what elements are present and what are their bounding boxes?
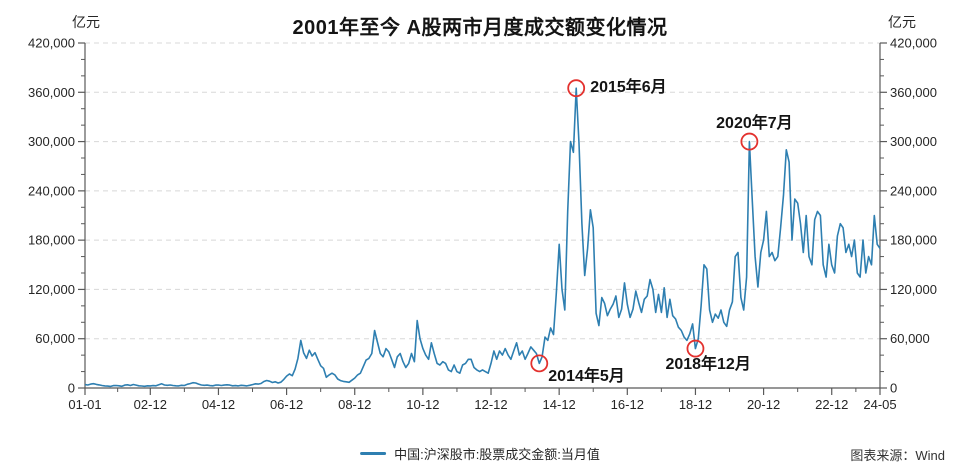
x-axis-tick-label: 16-12 [611, 397, 644, 412]
y-axis-tick-label: 420,000 [890, 36, 937, 51]
annotation-circle [740, 132, 759, 151]
x-axis-tick-label: 08-12 [338, 397, 371, 412]
annotation-circle [567, 79, 586, 98]
x-axis-tick-label: 22-12 [815, 397, 848, 412]
legend-label: 中国:沪深股市:股票成交金额:当月值 [394, 447, 600, 462]
chart-title: 2001年至今 A股两市月度成交额变化情况 [292, 17, 668, 39]
y-axis-tick-label: 300,000 [890, 134, 937, 149]
y-axis-tick-label: 240,000 [890, 183, 937, 198]
y-axis-tick-label: 420,000 [28, 36, 75, 51]
y-axis-tick-label: 120,000 [28, 282, 75, 297]
x-axis-tick-label: 20-12 [747, 397, 780, 412]
x-axis-tick-label: 18-12 [679, 397, 712, 412]
source-credit: 图表来源：Wind [850, 448, 945, 463]
y-axis-tick-label: 0 [68, 381, 75, 396]
annotation-circle [686, 339, 705, 358]
y-axis-tick-label: 360,000 [890, 85, 937, 100]
legend: 中国:沪深股市:股票成交金额:当月值 [360, 444, 600, 463]
y-axis-tick-label: 360,000 [28, 85, 75, 100]
y-axis-unit-right: 亿元 [888, 14, 916, 30]
y-axis-tick-label: 120,000 [890, 282, 937, 297]
x-axis-tick-label: 14-12 [543, 397, 576, 412]
x-axis-tick-label: 06-12 [270, 397, 303, 412]
annotation-circle [530, 354, 549, 373]
y-axis-unit-left: 亿元 [72, 14, 100, 30]
y-axis-tick-label: 60,000 [35, 331, 75, 346]
x-axis-tick-label: 02-12 [134, 397, 167, 412]
y-axis-tick-label: 300,000 [28, 134, 75, 149]
x-axis-tick-label: 10-12 [406, 397, 439, 412]
legend-line-swatch [360, 452, 387, 455]
y-axis-tick-label: 0 [890, 381, 897, 396]
x-axis-tick-label: 12-12 [474, 397, 507, 412]
y-axis-tick-label: 180,000 [890, 233, 937, 248]
y-axis-tick-label: 60,000 [890, 331, 930, 346]
y-axis-tick-label: 240,000 [28, 183, 75, 198]
x-axis-tick-label: 01-01 [68, 397, 101, 412]
x-axis-tick-label: 24-05 [863, 397, 896, 412]
x-axis-tick-label: 04-12 [202, 397, 235, 412]
y-axis-tick-label: 180,000 [28, 233, 75, 248]
series-line [84, 87, 881, 388]
